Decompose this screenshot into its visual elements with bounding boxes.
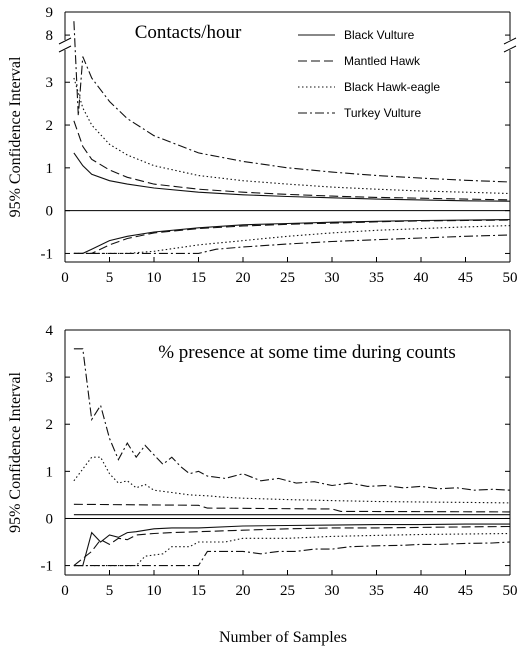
series-black-vulture-lower xyxy=(73,523,510,567)
top-panel: 0 5 10 15 20 25 30 35 40 45 50 -1 0 1 2 3 8 9 Contacts/hou… xyxy=(7,5,518,286)
series-mantled-hawk-upper xyxy=(73,503,511,513)
x-tick-label: 50 xyxy=(503,270,518,286)
y-tick-label: -1 xyxy=(41,559,54,575)
series-mantled-hawk-upper xyxy=(73,120,511,201)
axis-break-mark xyxy=(503,45,517,53)
axis-break-mark xyxy=(58,45,72,53)
y-tick-label: 4 xyxy=(46,323,54,339)
x-tick-label: 25 xyxy=(280,583,295,599)
legend-entry: Black Hawk-eagle xyxy=(344,80,440,94)
y-tick-label: 0 xyxy=(46,511,54,527)
x-tick-label: 50 xyxy=(503,583,518,599)
x-tick-label: 45 xyxy=(458,270,473,286)
series-black-hawk-eagle-lower xyxy=(73,225,511,254)
x-tick-label: 40 xyxy=(414,270,429,286)
legend-entry: Turkey Vulture xyxy=(344,106,421,120)
x-tick-label: 0 xyxy=(61,270,69,286)
series-mantled-hawk-lower xyxy=(73,219,511,254)
x-tick-label: 10 xyxy=(147,270,162,286)
x-tick-label: 15 xyxy=(191,583,206,599)
series-black-hawk-eagle-upper xyxy=(73,456,511,504)
series-mantled-hawk-lower xyxy=(73,525,511,567)
y-tick-label: 2 xyxy=(46,118,54,134)
x-tick-label: 30 xyxy=(325,583,340,599)
x-tick-label: 30 xyxy=(325,270,340,286)
y-tick-label: -1 xyxy=(41,246,54,262)
bottom-panel: 0 5 10 15 20 25 30 35 40 45 50 -1 0 1 2 3 4 % presence at… xyxy=(7,323,518,599)
x-tick-label: 5 xyxy=(106,583,114,599)
y-tick-label: 1 xyxy=(46,161,54,177)
series-turkey-vulture-upper xyxy=(73,348,511,491)
series-turkey-vulture-lower xyxy=(73,234,511,254)
x-tick-label: 0 xyxy=(61,583,69,599)
x-tick-label: 25 xyxy=(280,270,295,286)
x-tick-label: 10 xyxy=(147,583,162,599)
y-axis-label: 95% Confidence Interval xyxy=(7,56,24,217)
series-turkey-vulture-lower xyxy=(73,541,511,567)
y-tick-label: 9 xyxy=(46,5,54,21)
y-axis-label: 95% Confidence Interval xyxy=(7,372,24,533)
x-tick-label: 35 xyxy=(369,270,384,286)
axis-break-mark xyxy=(503,37,517,45)
legend-entry: Black Vulture xyxy=(344,28,415,42)
legend-entry: Mantled Hawk xyxy=(344,54,421,68)
x-axis-label: Number of Samples xyxy=(219,629,347,646)
y-tick-label: 3 xyxy=(46,75,54,91)
y-tick-label: 1 xyxy=(46,464,54,480)
x-tick-label: 5 xyxy=(106,270,114,286)
series-black-vulture-upper xyxy=(73,152,511,202)
x-tick-label: 35 xyxy=(369,583,384,599)
y-tick-label: 0 xyxy=(46,204,54,220)
series-black-hawk-eagle-upper xyxy=(73,77,511,195)
y-tick-label: 2 xyxy=(46,417,54,433)
x-tick-label: 45 xyxy=(458,583,473,599)
chart-title: % presence at some time during counts xyxy=(158,342,456,363)
axis-break-mark xyxy=(58,37,72,45)
series-black-hawk-eagle-lower xyxy=(73,532,511,567)
x-tick-label: 40 xyxy=(414,583,429,599)
y-tick-label: 8 xyxy=(46,28,54,44)
series-turkey-vulture-upper xyxy=(73,21,511,183)
y-tick-label: 3 xyxy=(46,370,54,386)
chart-title: Contacts/hour xyxy=(135,22,242,43)
x-tick-label: 15 xyxy=(191,270,206,286)
x-tick-label: 20 xyxy=(236,583,251,599)
x-tick-label: 20 xyxy=(236,270,251,286)
